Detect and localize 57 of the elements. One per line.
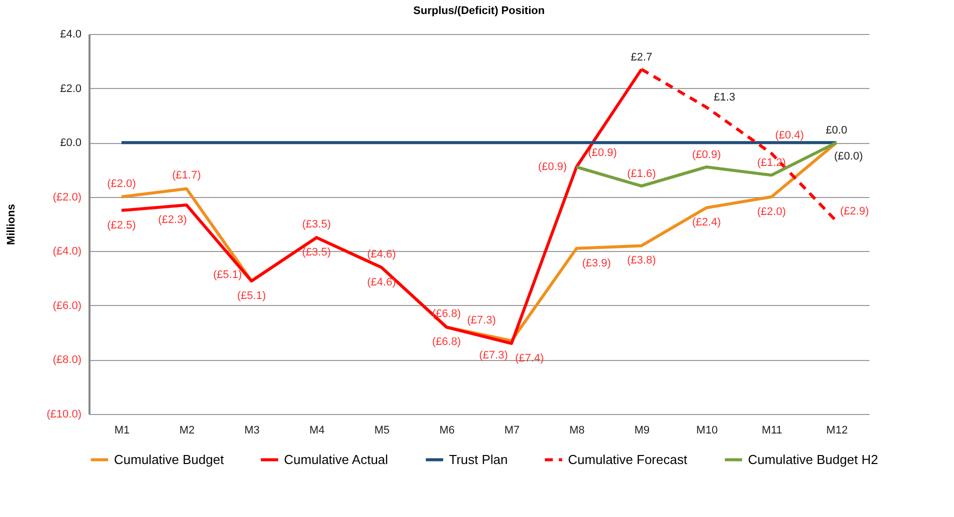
- data-label: (£1.2): [757, 157, 786, 170]
- x-tick-label: M9: [634, 424, 650, 436]
- data-label: (£2.4): [692, 216, 721, 229]
- x-tick-label: M7: [504, 424, 520, 436]
- chart-title: Surplus/(Deficit) Position: [413, 5, 545, 17]
- data-label: (£3.8): [627, 254, 656, 267]
- x-tick-label: M4: [309, 424, 325, 436]
- x-tick-label: M10: [696, 424, 718, 436]
- x-tick-label: M12: [826, 424, 848, 436]
- data-label: £1.3: [714, 91, 736, 104]
- data-label: (£5.1): [237, 290, 266, 302]
- data-label: (£0.4): [775, 129, 804, 142]
- data-label: (£3.9): [582, 257, 611, 270]
- data-label: (£6.8): [432, 336, 461, 348]
- x-tick-label: M6: [439, 424, 455, 436]
- data-label: (£1.7): [172, 170, 201, 182]
- data-label: £2.7: [630, 51, 652, 64]
- data-label: (£3.5): [302, 246, 331, 259]
- data-label: (£2.9): [840, 205, 869, 218]
- data-label: (£3.5): [302, 218, 331, 231]
- data-label: (£0.9): [538, 161, 567, 173]
- data-label: (£1.6): [627, 168, 656, 180]
- data-label: (£0.0): [834, 150, 863, 163]
- data-label: (£7.3): [467, 314, 496, 327]
- data-label: £0.0: [826, 124, 848, 137]
- data-label: (£4.6): [367, 276, 396, 288]
- data-label: (£2.3): [158, 214, 187, 226]
- y-tick-label: (£2.0): [52, 191, 82, 204]
- x-tick-label: M3: [244, 424, 260, 436]
- x-tick-label: M2: [179, 424, 195, 436]
- legend-label: Cumulative Budget H2: [748, 452, 878, 467]
- data-label: (£6.8): [432, 308, 461, 320]
- data-label: (£0.9): [692, 149, 721, 161]
- data-label: (£2.0): [107, 178, 136, 190]
- legend-label: Cumulative Budget: [114, 452, 224, 467]
- x-tick-label: M11: [762, 424, 782, 436]
- data-label: (£4.6): [367, 248, 396, 260]
- data-label: (£0.9): [588, 147, 617, 159]
- annotation: (£7.3): [479, 350, 508, 362]
- y-tick-label: £4.0: [60, 28, 82, 40]
- y-tick-label: (£4.0): [52, 246, 82, 258]
- y-axis-title: Millions: [6, 204, 18, 245]
- y-tick-label: £0.0: [60, 137, 82, 150]
- data-label: (£5.1): [213, 269, 242, 281]
- x-tick-label: M1: [114, 424, 130, 436]
- x-tick-label: M8: [569, 424, 585, 436]
- data-label: (£2.0): [757, 206, 786, 218]
- y-tick-label: £2.0: [60, 82, 82, 95]
- y-tick-label: (£10.0): [46, 408, 82, 420]
- legend-label: Cumulative Actual: [284, 452, 388, 467]
- x-tick-label: M5: [374, 424, 390, 436]
- data-label: (£2.5): [107, 219, 136, 232]
- data-label: (£7.4): [515, 352, 544, 364]
- y-tick-label: (£6.0): [52, 300, 82, 312]
- legend-label: Trust Plan: [449, 452, 508, 467]
- legend-label: Cumulative Forecast: [568, 452, 688, 467]
- y-tick-label: (£8.0): [52, 354, 82, 366]
